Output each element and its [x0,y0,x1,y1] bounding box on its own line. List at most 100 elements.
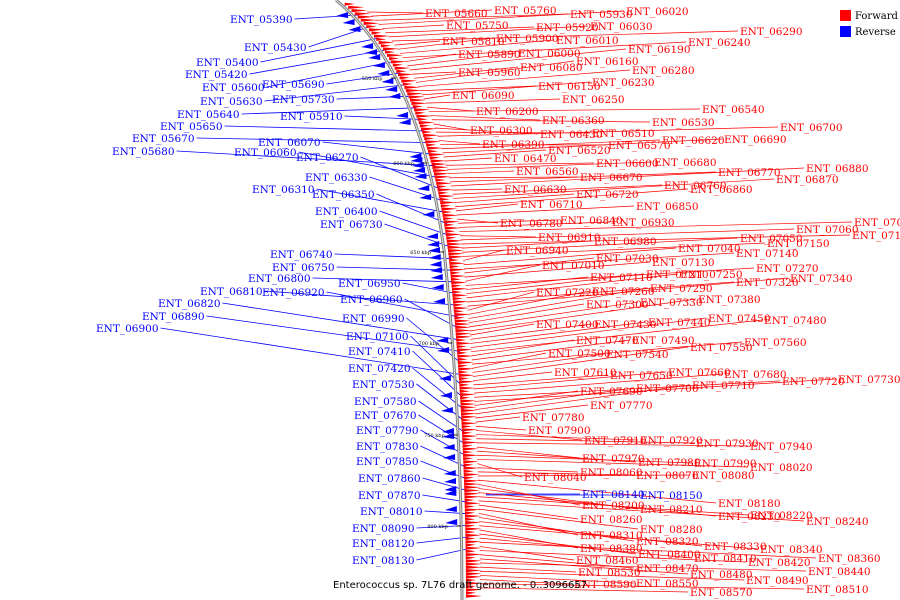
forward-gene-label: ENT_08020 [750,462,813,474]
forward-leader-line [470,323,593,340]
forward-leader-line [441,139,661,150]
forward-gene-label: ENT_07660 [668,367,731,379]
reverse-gene-arrow [388,93,401,99]
forward-gene-arrow [430,159,447,163]
forward-gene-label: ENT_08230 [718,511,781,523]
forward-leader-line [479,579,573,585]
forward-gene-label: ENT_06010 [556,35,619,47]
forward-gene-label: ENT_07400 [536,319,599,331]
forward-leader-line [425,98,561,104]
forward-gene-arrow [438,194,455,198]
forward-leader-line [467,277,789,307]
forward-gene-arrow [459,386,476,390]
forward-leader-line [457,219,559,224]
forward-leader-line [442,138,723,154]
forward-gene-arrow [463,463,474,467]
forward-gene-label: ENT_07710 [692,380,755,392]
reverse-gene-label: ENT_06960 [340,294,403,306]
forward-gene-label: ENT_08210 [640,504,703,516]
reverse-gene-arrow [410,157,423,163]
tick-label: 650 kbp [410,250,431,256]
forward-leader-line [453,178,775,199]
forward-leader-line [437,126,779,137]
reverse-gene-label: ENT_08090 [352,523,415,535]
reverse-gene-label: ENT_08150 [640,490,703,502]
reverse-gene-label: ENT_07410 [348,346,411,358]
forward-gene-arrow [456,338,467,342]
forward-gene-label: ENT_07490 [632,335,695,347]
forward-leader-line [467,281,735,303]
forward-gene-label: ENT_05930 [570,9,633,21]
forward-gene-arrow [464,505,475,509]
forward-gene-label: ENT_07300 [586,299,649,311]
forward-gene-arrow [380,44,391,48]
forward-leader-line [477,463,523,478]
forward-gene-label: ENT_08080 [692,470,755,482]
forward-gene-label: ENT_07970 [582,453,645,465]
forward-gene-arrow [465,514,482,518]
reverse-leader-line [322,141,432,155]
reverse-gene-label: ENT_08120 [352,538,415,550]
forward-gene-arrow [460,405,477,409]
forward-leader-line [477,479,717,504]
reverse-gene-arrow [361,43,374,49]
forward-gene-label: ENT_06090 [452,90,515,102]
forward-gene-arrow [462,434,479,438]
forward-gene-arrow [448,255,465,259]
forward-gene-arrow [442,210,453,214]
reverse-gene-arrow [396,112,409,118]
reverse-gene-arrow [411,162,424,168]
forward-gene-arrow [432,165,449,169]
forward-gene-label: ENT_08360 [818,553,881,565]
reverse-leader-line [224,125,425,132]
reverse-gene-arrow [432,298,445,304]
reverse-gene-label: ENT_06950 [338,278,401,290]
forward-gene-arrow [389,57,400,61]
reverse-leader-line [196,137,429,143]
forward-gene-label: ENT_07030 [596,253,659,265]
forward-gene-label: ENT_06710 [520,199,583,211]
forward-gene-arrow [449,258,460,262]
forward-gene-label: ENT_06080 [520,62,583,74]
forward-gene-label: ENT_05890 [458,49,521,61]
forward-leader-line [423,94,451,100]
tick-label: 600 kbp [393,161,414,167]
forward-gene-label: ENT_07560 [744,337,807,349]
reverse-gene-arrow [348,26,361,32]
forward-gene-arrow [447,245,464,249]
forward-gene-label: ENT_07700 [636,383,699,395]
forward-leader-line [479,546,575,561]
forward-gene-label: ENT_08530 [578,567,641,579]
forward-leader-line [367,11,424,14]
forward-leader-line [471,339,631,361]
forward-gene-arrow [424,137,435,141]
forward-gene-label: ENT_08480 [690,569,753,581]
reverse-gene-label: ENT_06750 [272,262,335,274]
forward-leader-line [476,438,695,444]
forward-leader-line [469,298,697,332]
forward-gene-arrow [453,300,470,304]
forward-gene-label: ENT_07220 [536,287,599,299]
forward-gene-label: ENT_06850 [636,201,699,213]
forward-gene-label: ENT_07910 [584,435,647,447]
forward-leader-line [468,287,649,319]
legend-forward-label: Forward [855,11,898,22]
forward-leader-line [385,26,535,34]
forward-leader-line [471,339,575,357]
forward-gene-label: ENT_08590 [574,579,637,591]
forward-leader-line [479,529,579,549]
reverse-gene-label: ENT_06800 [248,273,311,285]
forward-gene-label: ENT_07290 [650,283,713,295]
forward-gene-arrow [385,50,396,54]
forward-leader-line [479,521,703,547]
reverse-gene-label: ENT_06350 [312,189,375,201]
forward-gene-label: ENT_08240 [806,516,869,528]
forward-gene-arrow [371,31,382,35]
reverse-gene-arrow [428,247,440,253]
reverse-gene-arrow [445,519,458,525]
forward-gene-arrow [464,485,481,489]
reverse-leader-line [294,14,360,20]
forward-gene-arrow [450,268,467,272]
forward-gene-arrow [448,252,465,256]
forward-leader-line [450,167,805,187]
